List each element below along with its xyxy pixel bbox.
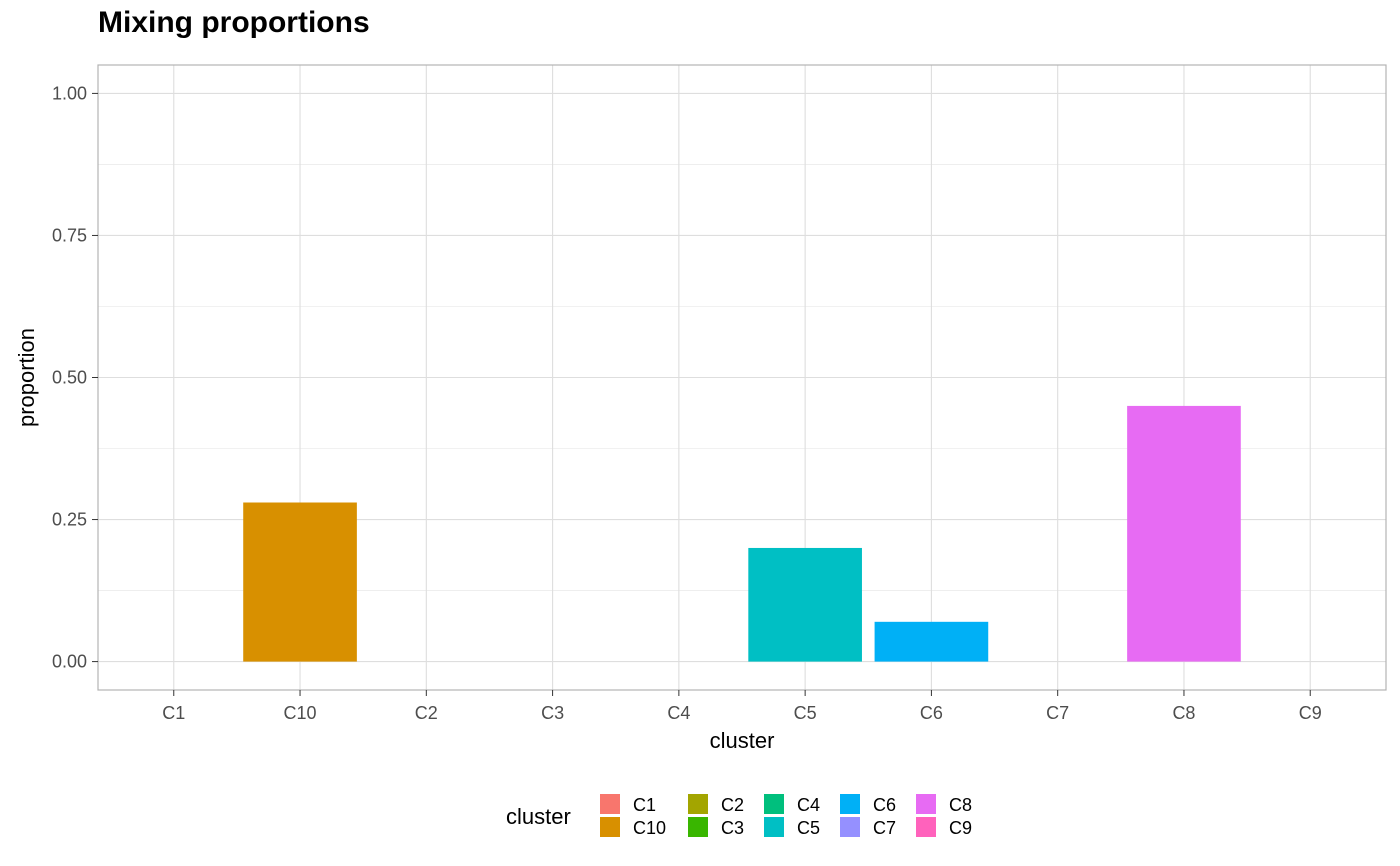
legend-swatch <box>764 794 784 814</box>
legend-label: C3 <box>721 818 745 838</box>
x-tick-label: C3 <box>541 703 564 723</box>
legend-swatch <box>688 794 708 814</box>
x-axis: C1 C10 C2 C3 C4 C5 C6 C7 C8 C9 <box>162 690 1322 723</box>
legend-label: C6 <box>873 795 897 815</box>
legend-label: C7 <box>873 818 897 838</box>
legend-label: C1 <box>633 795 657 815</box>
legend-swatch <box>916 817 936 837</box>
legend-label: C8 <box>949 795 973 815</box>
legend-label: C4 <box>797 795 821 815</box>
y-axis: 0.00 0.25 0.50 0.75 1.00 <box>52 83 98 672</box>
legend-swatch <box>600 817 620 837</box>
legend-swatch <box>764 817 784 837</box>
bar-c6 <box>874 621 989 662</box>
legend-title: cluster <box>506 804 571 829</box>
x-tick-label: C7 <box>1046 703 1069 723</box>
x-tick-label: C2 <box>415 703 438 723</box>
y-tick-label: 1.00 <box>52 83 87 103</box>
legend-swatch <box>600 794 620 814</box>
x-tick-label: C5 <box>794 703 817 723</box>
x-tick-label: C9 <box>1299 703 1322 723</box>
x-tick-label: C4 <box>667 703 690 723</box>
bars <box>243 405 1241 662</box>
bar-c8 <box>1127 405 1241 662</box>
y-tick-label: 0.75 <box>52 225 87 245</box>
y-tick-label: 0.25 <box>52 510 87 530</box>
bar-c5 <box>748 547 862 662</box>
x-tick-label: C1 <box>162 703 185 723</box>
x-tick-label: C8 <box>1172 703 1195 723</box>
legend-swatch <box>840 794 860 814</box>
y-tick-label: 0.50 <box>52 368 87 388</box>
y-tick-label: 0.00 <box>52 652 87 672</box>
chart-title: Mixing proportions <box>98 6 370 39</box>
bar-c10 <box>243 502 357 662</box>
x-tick-label: C6 <box>920 703 943 723</box>
legend-swatch <box>840 817 860 837</box>
y-axis-title: proportion <box>14 328 39 427</box>
legend-swatch <box>916 794 936 814</box>
x-tick-label: C10 <box>284 703 317 723</box>
legend-label: C10 <box>633 818 667 838</box>
x-axis-title: cluster <box>710 728 775 753</box>
legend-label: C9 <box>949 818 973 838</box>
legend-swatch <box>688 817 708 837</box>
legend-label: C2 <box>721 795 745 815</box>
legend-label: C5 <box>797 818 821 838</box>
